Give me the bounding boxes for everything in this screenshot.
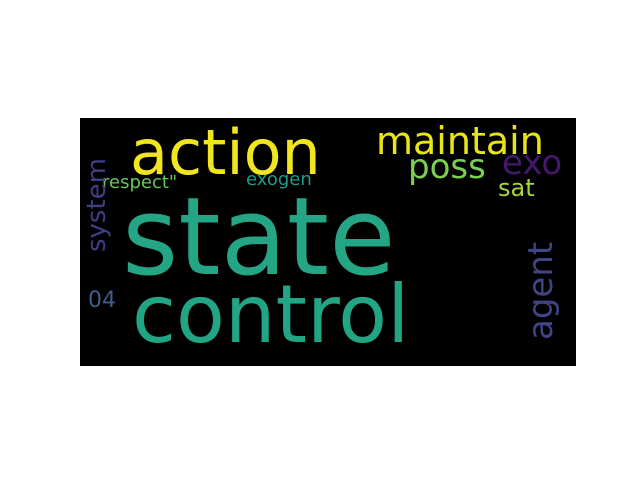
word-state: state — [122, 175, 396, 300]
word-respect: respect" — [102, 172, 178, 193]
word-control: control — [132, 268, 410, 361]
word-maintain: maintain — [376, 119, 544, 163]
word-agent: agent — [521, 241, 561, 340]
word-cloud: state control action maintain poss exo s… — [80, 118, 576, 366]
word-sat: sat — [498, 174, 535, 202]
word-system: system — [82, 158, 112, 252]
word-poss: poss — [408, 147, 486, 187]
word-exo: exo — [502, 143, 563, 183]
word-exogen: exogen — [246, 169, 312, 190]
word-action: action — [130, 118, 321, 189]
word-04: 04 — [88, 288, 116, 313]
